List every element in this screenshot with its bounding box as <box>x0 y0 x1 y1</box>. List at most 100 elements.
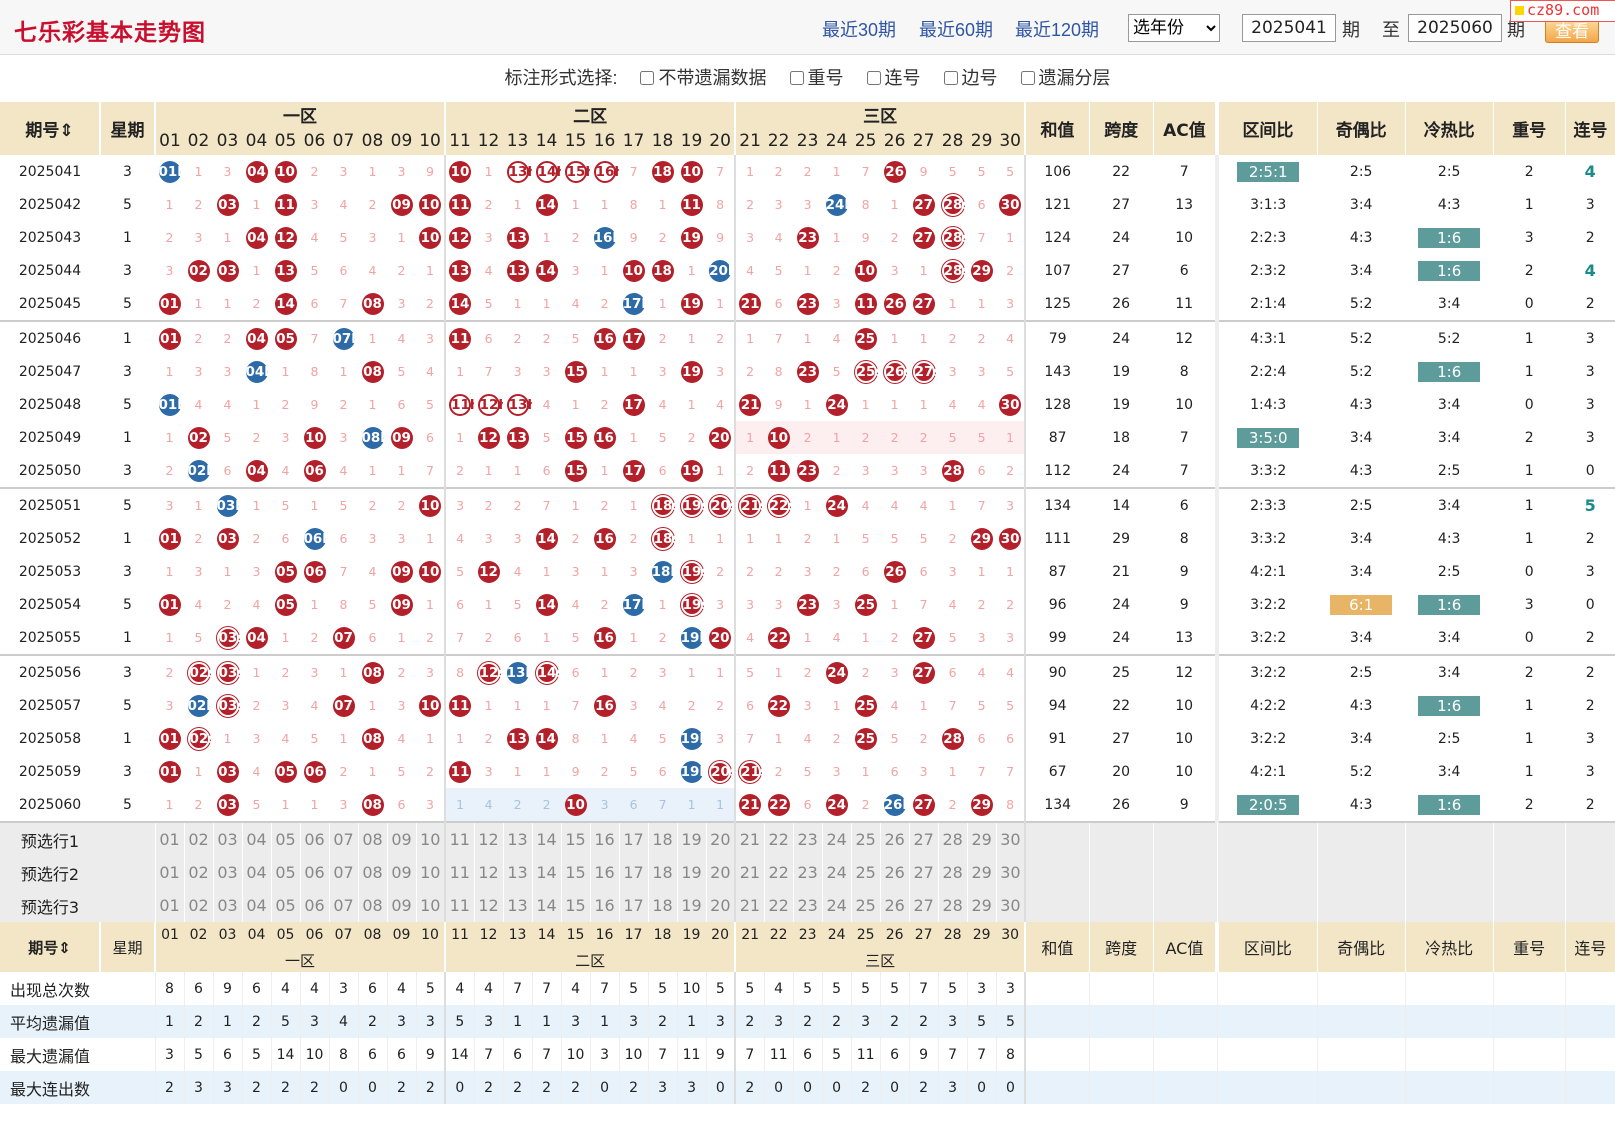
preselect-number[interactable]: 22 <box>763 821 794 856</box>
preselect-number[interactable]: 13 <box>502 889 533 922</box>
preselect-number[interactable]: 08 <box>357 821 387 856</box>
preselect-number[interactable]: 19 <box>676 856 707 889</box>
preselect-number[interactable]: 15 <box>560 856 591 889</box>
preselect-number[interactable]: 07 <box>328 821 358 856</box>
preselect-row[interactable]: 预选行3 01 02 03 04 05 06 07 08 09 10 11 12 13 14 15 16 17 18… <box>0 889 1615 922</box>
preselect-number[interactable]: 24 <box>821 856 852 889</box>
preselect-number[interactable]: 09 <box>386 821 416 856</box>
recent-30-link[interactable]: 最近30期 <box>822 20 897 40</box>
preselect-number[interactable]: 18 <box>647 856 678 889</box>
period-header[interactable]: 期号⇕ <box>0 102 101 155</box>
preselect-number[interactable]: 29 <box>966 821 997 856</box>
preselect-number[interactable]: 11 <box>444 821 475 856</box>
preselect-number[interactable]: 06 <box>299 821 329 856</box>
preselect-number[interactable]: 05 <box>270 856 300 889</box>
preselect-number[interactable]: 26 <box>879 856 910 889</box>
option-consecutive-checkbox[interactable] <box>866 70 881 85</box>
option-repeat-checkbox[interactable] <box>789 70 804 85</box>
preselect-row[interactable]: 预选行1 01 02 03 04 05 06 07 08 09 10 11 12 13 14 15 16 17 18… <box>0 821 1615 856</box>
preselect-number[interactable]: 08 <box>357 856 387 889</box>
recent-60-link[interactable]: 最近60期 <box>919 20 994 40</box>
preselect-number[interactable]: 21 <box>734 889 765 922</box>
preselect-number[interactable]: 25 <box>850 821 881 856</box>
option-miss-layer-checkbox[interactable] <box>1020 70 1035 85</box>
preselect-number[interactable]: 21 <box>734 821 765 856</box>
year-select[interactable]: 选年份 <box>1128 14 1220 42</box>
preselect-number[interactable]: 05 <box>270 889 300 922</box>
option-consecutive[interactable]: 连号 <box>866 68 921 88</box>
preselect-number[interactable]: 17 <box>618 821 649 856</box>
preselect-number[interactable]: 24 <box>821 821 852 856</box>
option-edge[interactable]: 边号 <box>943 68 998 88</box>
option-repeat[interactable]: 重号 <box>789 68 844 88</box>
preselect-number[interactable]: 25 <box>850 856 881 889</box>
preselect-number[interactable]: 17 <box>618 889 649 922</box>
footer-period-header[interactable]: 期号⇕ <box>0 922 101 972</box>
preselect-number[interactable]: 02 <box>183 856 213 889</box>
preselect-number[interactable]: 18 <box>647 889 678 922</box>
option-edge-checkbox[interactable] <box>943 70 958 85</box>
view-button[interactable]: 查看 <box>1545 15 1599 43</box>
preselect-number[interactable]: 11 <box>444 889 475 922</box>
preselect-number[interactable]: 01 <box>154 889 184 922</box>
preselect-number[interactable]: 12 <box>473 856 504 889</box>
preselect-number[interactable]: 28 <box>937 856 968 889</box>
preselect-number[interactable]: 30 <box>995 856 1027 889</box>
preselect-number[interactable]: 20 <box>705 821 737 856</box>
preselect-number[interactable]: 11 <box>444 856 475 889</box>
preselect-number[interactable]: 27 <box>908 821 939 856</box>
preselect-number[interactable]: 15 <box>560 889 591 922</box>
preselect-number[interactable]: 19 <box>676 821 707 856</box>
preselect-number[interactable]: 28 <box>937 889 968 922</box>
preselect-number[interactable]: 01 <box>154 821 184 856</box>
preselect-number[interactable]: 23 <box>792 856 823 889</box>
preselect-number[interactable]: 16 <box>589 856 620 889</box>
preselect-number[interactable]: 18 <box>647 821 678 856</box>
preselect-number[interactable]: 08 <box>357 889 387 922</box>
preselect-row[interactable]: 预选行2 01 02 03 04 05 06 07 08 09 10 11 12 13 14 15 16 17 18… <box>0 856 1615 889</box>
preselect-number[interactable]: 04 <box>241 889 271 922</box>
preselect-number[interactable]: 19 <box>676 889 707 922</box>
preselect-number[interactable]: 06 <box>299 889 329 922</box>
preselect-number[interactable]: 02 <box>183 821 213 856</box>
option-no-miss-checkbox[interactable] <box>640 70 655 85</box>
preselect-number[interactable]: 21 <box>734 856 765 889</box>
preselect-number[interactable]: 10 <box>415 856 447 889</box>
preselect-number[interactable]: 06 <box>299 856 329 889</box>
preselect-number[interactable]: 29 <box>966 856 997 889</box>
preselect-number[interactable]: 26 <box>879 821 910 856</box>
end-period-input[interactable] <box>1408 14 1502 42</box>
preselect-number[interactable]: 05 <box>270 821 300 856</box>
preselect-number[interactable]: 09 <box>386 856 416 889</box>
preselect-number[interactable]: 07 <box>328 856 358 889</box>
preselect-number[interactable]: 27 <box>908 889 939 922</box>
preselect-number[interactable]: 12 <box>473 889 504 922</box>
preselect-number[interactable]: 14 <box>531 821 562 856</box>
preselect-number[interactable]: 17 <box>618 856 649 889</box>
preselect-number[interactable]: 28 <box>937 821 968 856</box>
preselect-number[interactable]: 16 <box>589 889 620 922</box>
preselect-number[interactable]: 03 <box>212 821 242 856</box>
preselect-number[interactable]: 22 <box>763 856 794 889</box>
preselect-number[interactable]: 23 <box>792 889 823 922</box>
start-period-input[interactable] <box>1242 14 1336 42</box>
preselect-number[interactable]: 07 <box>328 889 358 922</box>
preselect-number[interactable]: 20 <box>705 856 737 889</box>
preselect-number[interactable]: 10 <box>415 821 447 856</box>
preselect-number[interactable]: 03 <box>212 856 242 889</box>
option-miss-layer[interactable]: 遗漏分层 <box>1020 68 1111 88</box>
preselect-number[interactable]: 14 <box>531 889 562 922</box>
preselect-number[interactable]: 22 <box>763 889 794 922</box>
preselect-number[interactable]: 15 <box>560 821 591 856</box>
preselect-number[interactable]: 04 <box>241 856 271 889</box>
preselect-number[interactable]: 30 <box>995 889 1027 922</box>
preselect-number[interactable]: 24 <box>821 889 852 922</box>
recent-120-link[interactable]: 最近120期 <box>1015 20 1100 40</box>
preselect-number[interactable]: 09 <box>386 889 416 922</box>
preselect-number[interactable]: 29 <box>966 889 997 922</box>
option-no-miss[interactable]: 不带遗漏数据 <box>640 68 766 88</box>
preselect-number[interactable]: 12 <box>473 821 504 856</box>
preselect-number[interactable]: 20 <box>705 889 737 922</box>
preselect-number[interactable]: 13 <box>502 821 533 856</box>
preselect-number[interactable]: 10 <box>415 889 447 922</box>
